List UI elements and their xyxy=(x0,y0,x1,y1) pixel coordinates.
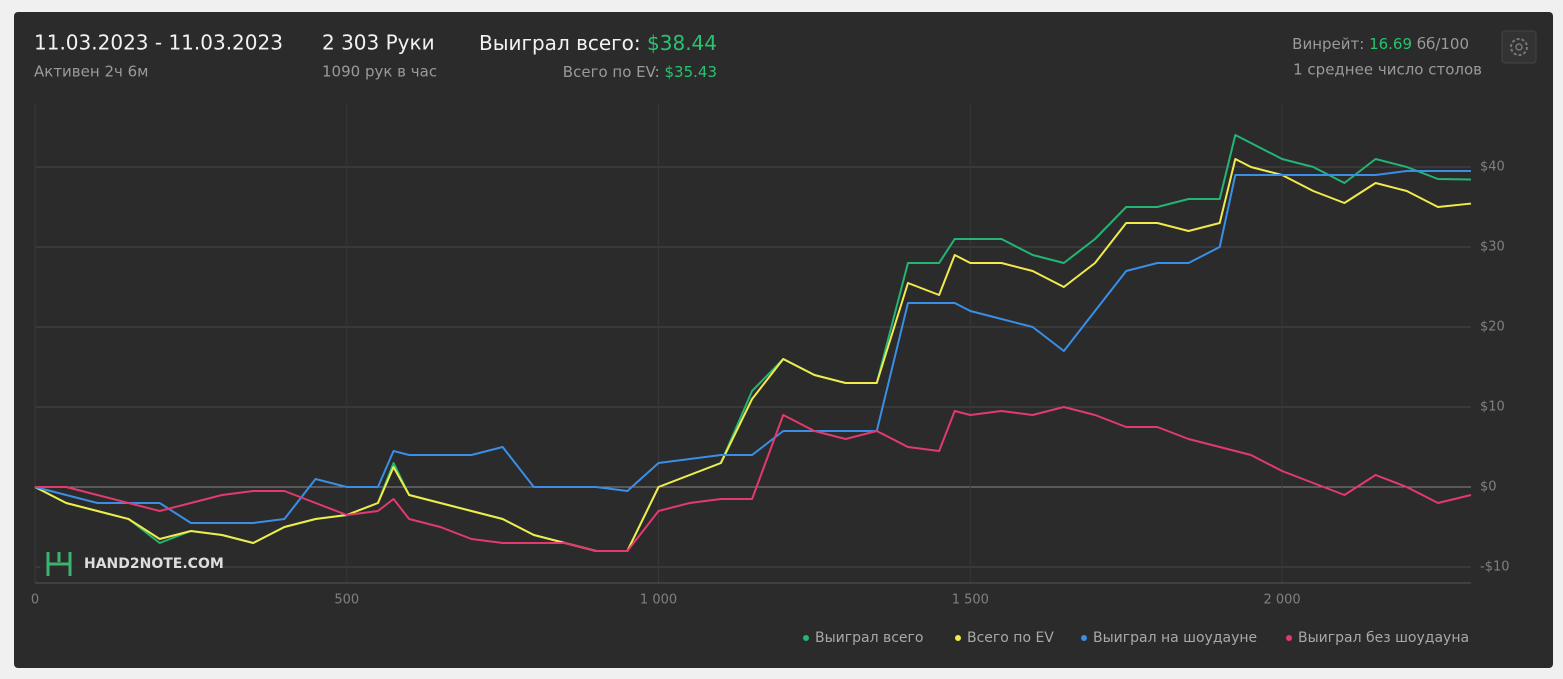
y-tick-label: $10 xyxy=(1480,400,1505,415)
winrate: Винрейт: 16.69 бб/100 xyxy=(1292,35,1469,53)
x-tick-label: 2 000 xyxy=(1263,593,1300,608)
won-total: Выиграл всего: $38.44 xyxy=(479,31,717,55)
x-tick-label: 500 xyxy=(334,593,359,608)
series-line xyxy=(34,170,1471,524)
date-range: 11.03.2023 - 11.03.2023 xyxy=(34,31,283,55)
legend-dot xyxy=(1286,635,1292,641)
series-line xyxy=(34,158,1472,552)
y-tick-label: $0 xyxy=(1480,480,1497,495)
y-tick-label: $20 xyxy=(1480,320,1505,335)
tables: 1 среднее число столов xyxy=(1293,61,1482,79)
won-value: $38.44 xyxy=(647,31,717,55)
legend-dot xyxy=(955,635,961,641)
x-tick-label: 1 000 xyxy=(640,593,677,608)
won-label: Выиграл всего: xyxy=(479,31,641,55)
x-tick-label: 1 500 xyxy=(952,593,989,608)
y-tick-label: $40 xyxy=(1480,160,1505,175)
y-tick-label: $30 xyxy=(1480,240,1505,255)
ev-label: Всего по EV: xyxy=(563,63,660,81)
winrate-unit: бб/100 xyxy=(1417,35,1469,53)
legend-label: Выиграл всего xyxy=(815,630,923,646)
ev-total: Всего по EV: $35.43 xyxy=(563,63,717,81)
y-tick-label: -$10 xyxy=(1480,560,1510,575)
series-line xyxy=(35,406,1472,552)
x-tick-label: 0 xyxy=(31,593,39,608)
panel xyxy=(14,12,1553,668)
watermark: HAND2NOTE.COM xyxy=(40,547,224,579)
settings-button[interactable] xyxy=(1501,30,1537,64)
legend-label: Выиграл на шоудауне xyxy=(1093,630,1257,646)
plot: -$10 $0 $10 $20 $30 $40 0 500 1 000 1 500 2 000 Выи… xyxy=(31,103,1510,646)
legend-dot xyxy=(803,635,809,641)
active-time: Активен 2ч 6м xyxy=(34,63,149,81)
ev-value: $35.43 xyxy=(665,63,718,81)
winrate-label: Винрейт: xyxy=(1292,35,1364,53)
watermark-text: HAND2NOTE.COM xyxy=(84,556,224,572)
legend-dot xyxy=(1081,635,1087,641)
winrate-value: 16.69 xyxy=(1369,35,1412,53)
legend-label: Всего по EV xyxy=(967,630,1054,646)
hands: 2 303 Руки xyxy=(322,31,435,55)
legend-label: Выиграл без шоудауна xyxy=(1298,630,1469,646)
hands-per-hour: 1090 рук в час xyxy=(322,63,437,81)
